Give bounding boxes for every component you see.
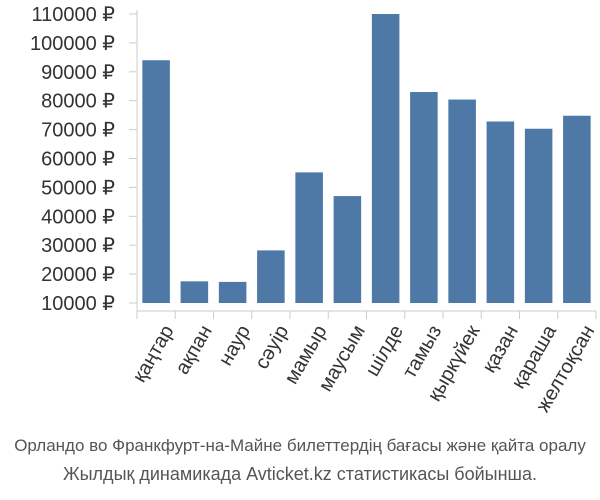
bar bbox=[448, 99, 476, 303]
x-category-label: наур bbox=[215, 322, 255, 370]
y-tick-label: 110000 ₽ bbox=[31, 4, 115, 26]
bar bbox=[295, 172, 323, 303]
chart-caption: Орландо во Франкфурт-на-Майне билеттерді… bbox=[0, 432, 600, 488]
bar-chart: 10000 ₽ 20000 ₽ 30000 ₽ 40000 ₽ 50000 ₽ 60000… bbox=[30, 4, 599, 416]
bar bbox=[371, 14, 400, 303]
y-tick-label: 40000 ₽ bbox=[41, 206, 115, 228]
y-tick-label: 10000 ₽ bbox=[41, 293, 115, 315]
y-tick-label: 90000 ₽ bbox=[41, 62, 115, 84]
x-category-label: ақпан bbox=[171, 322, 216, 379]
bar bbox=[410, 92, 438, 303]
y-tick-label: 80000 ₽ bbox=[41, 91, 115, 113]
y-tick-label: 60000 ₽ bbox=[41, 149, 115, 171]
bar bbox=[333, 196, 362, 303]
bar bbox=[524, 128, 553, 303]
bar bbox=[563, 115, 591, 303]
bar bbox=[257, 250, 285, 303]
y-tick-label: 20000 ₽ bbox=[41, 264, 115, 286]
y-tick-label: 50000 ₽ bbox=[41, 177, 115, 199]
caption-line-2: Жылдық динамикада Avticket.kz статистика… bbox=[63, 464, 537, 484]
caption-line-1: Орландо во Франкфурт-на-Майне билеттерді… bbox=[14, 436, 586, 455]
bar bbox=[180, 281, 209, 303]
bar bbox=[142, 60, 170, 303]
x-category-label: қаңтар bbox=[128, 322, 178, 387]
y-tick-label: 100000 ₽ bbox=[30, 33, 115, 55]
y-tick-label: 70000 ₽ bbox=[41, 120, 115, 142]
chart-svg: 10000 ₽ 20000 ₽ 30000 ₽ 40000 ₽ 50000 ₽ 60000… bbox=[30, 4, 599, 416]
bar bbox=[486, 121, 515, 304]
bar bbox=[218, 281, 247, 303]
y-tick-label: 30000 ₽ bbox=[41, 235, 115, 257]
